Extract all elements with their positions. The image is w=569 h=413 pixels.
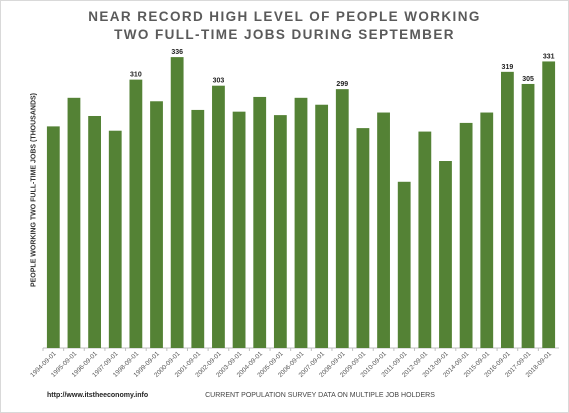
chart-title-line-2: TWO FULL-TIME JOBS DURING SEPTEMBER (114, 27, 455, 42)
bar-2004-09-01 (253, 96, 267, 348)
bar-2003-09-01 (232, 111, 246, 348)
source-url[interactable]: http://www.itstheeconomy.info (47, 392, 149, 399)
data-label: 331 (543, 53, 555, 60)
x-axis-label: CURRENT POPULATION SURVEY DATA ON MULTIP… (205, 392, 435, 399)
data-label: 303 (213, 78, 225, 85)
bar-2015-09-01 (480, 112, 494, 348)
bar-2006-09-01 (294, 97, 308, 348)
bar-2007-09-01 (315, 104, 329, 348)
bar-1995-09-01 (67, 97, 81, 348)
bar-2001-09-01 (191, 109, 205, 349)
bar-2005-09-01 (273, 115, 287, 349)
bar-2017-09-01 (521, 83, 535, 349)
bar-2011-09-01 (397, 181, 411, 348)
chart-title-line-1: NEAR RECORD HIGH LEVEL OF PEOPLE WORKING (88, 9, 481, 24)
bar-2014-09-01 (459, 122, 473, 348)
data-label: 299 (336, 81, 348, 88)
bar-1997-09-01 (108, 130, 122, 348)
bar-2009-09-01 (356, 128, 370, 348)
bar-1999-09-01 (150, 101, 163, 349)
bar-2008-09-01 (335, 89, 349, 349)
bar-1998-09-01 (129, 79, 143, 348)
bar-2018-09-01 (542, 61, 556, 348)
bar-2000-09-01 (170, 57, 184, 349)
bar-1994-09-01 (46, 126, 60, 348)
bar-1996-09-01 (88, 115, 101, 349)
bar-2013-09-01 (439, 161, 452, 348)
bar-2010-09-01 (377, 112, 390, 348)
data-label: 310 (130, 72, 142, 79)
data-label: 319 (502, 64, 514, 71)
bar-2016-09-01 (501, 71, 514, 348)
bar-2012-09-01 (418, 131, 432, 348)
data-label: 336 (171, 49, 183, 56)
bar-2002-09-01 (212, 85, 225, 348)
data-label: 305 (522, 76, 534, 83)
